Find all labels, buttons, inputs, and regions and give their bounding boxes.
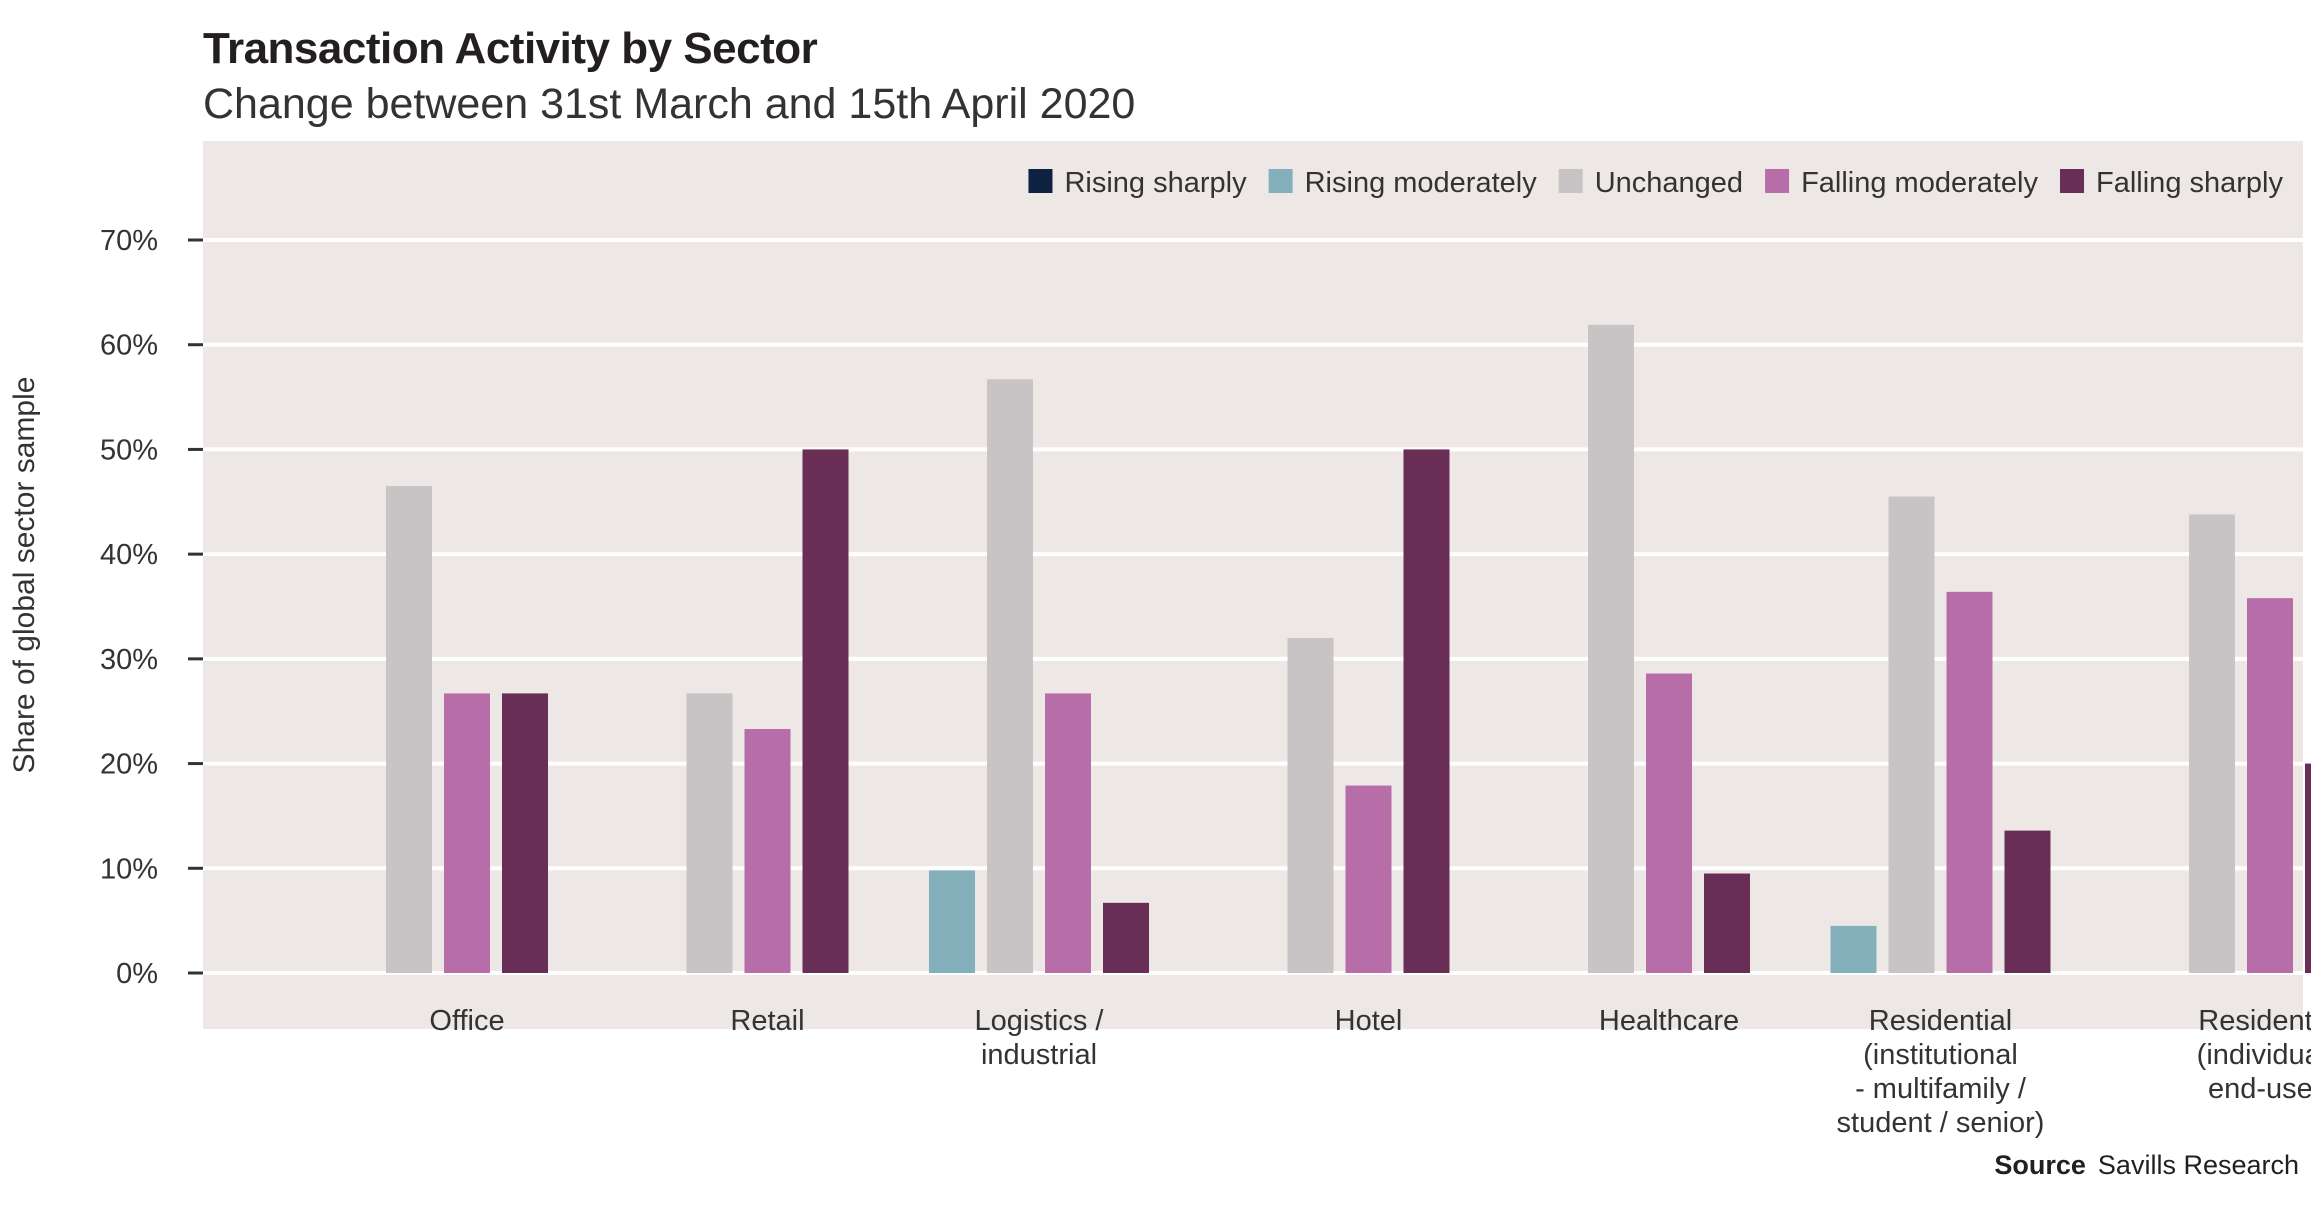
bar <box>1287 637 1334 973</box>
y-tick-label: 10% <box>100 853 158 885</box>
x-axis-labels: Office Retail Logistics /industrial Hotel He… <box>429 1005 2311 1139</box>
y-tick-label: 60% <box>100 330 158 362</box>
x-tick-label: end-user) <box>2208 1073 2311 1105</box>
bar <box>2189 514 2235 973</box>
y-tick-label: 70% <box>100 225 158 257</box>
bar <box>2247 598 2293 973</box>
bar <box>802 449 849 973</box>
bar <box>686 693 733 973</box>
legend-label: Rising sharply <box>1064 167 1247 199</box>
legend-swatch <box>1765 169 1790 193</box>
y-tick-label: 20% <box>100 749 158 781</box>
source-note: Source Savills Research <box>1994 1150 2299 1181</box>
legend-swatch <box>1028 169 1053 193</box>
legend-label: Rising moderately <box>1305 167 1538 199</box>
bar <box>1704 873 1750 973</box>
bar <box>1103 902 1149 973</box>
x-tick-label: Residential <box>2198 1005 2311 1037</box>
bar <box>987 379 1033 973</box>
y-axis-title: Share of global sector sample <box>8 377 41 774</box>
bar <box>1045 693 1091 973</box>
x-tick-label: - multifamily / <box>1855 1073 2027 1105</box>
legend-swatch <box>1558 169 1583 193</box>
chart-title: Transaction Activity by Sector <box>203 24 818 73</box>
source-label: Source <box>1994 1150 2086 1180</box>
x-tick-label: Residential <box>1869 1005 2012 1037</box>
bar <box>502 693 548 973</box>
bar <box>1888 496 1935 973</box>
bar <box>929 870 975 973</box>
y-tick-label: 40% <box>100 539 158 571</box>
x-tick-label: Logistics / <box>975 1005 1105 1037</box>
y-axis: 0% 10% 20% 30% 40% 50% 60% 70% <box>100 225 203 990</box>
legend-label: Falling moderately <box>1801 167 2038 199</box>
x-tick-label: Healthcare <box>1599 1005 1739 1037</box>
bar <box>744 729 791 973</box>
bars <box>386 324 2311 973</box>
x-tick-label: student / senior) <box>1837 1107 2045 1139</box>
legend: Rising sharply Rising moderately Unchanged… <box>1028 167 2283 199</box>
legend-label: Falling sharply <box>2096 167 2283 199</box>
bar <box>1646 673 1692 973</box>
bar <box>2305 763 2311 973</box>
bar <box>2004 830 2051 973</box>
x-tick-label: (institutional <box>1863 1039 2018 1071</box>
bar <box>1588 324 1634 973</box>
x-tick-label: Office <box>429 1005 504 1037</box>
bar <box>1403 449 1450 973</box>
x-tick-label: Hotel <box>1335 1005 1403 1037</box>
x-tick-label: (individual / <box>2197 1039 2311 1071</box>
bar <box>1345 785 1392 973</box>
chart-subtitle: Change between 31st March and 15th April… <box>203 80 1136 128</box>
source-text: Savills Research <box>2097 1150 2299 1180</box>
legend-swatch <box>1268 169 1293 193</box>
bar <box>386 486 432 973</box>
legend-swatch <box>2060 169 2085 193</box>
y-tick-label: 0% <box>116 958 158 990</box>
y-tick-label: 50% <box>100 434 158 466</box>
bar <box>444 693 490 973</box>
x-tick-label: industrial <box>981 1039 1097 1071</box>
y-tick-label: 30% <box>100 644 158 676</box>
bar <box>1946 591 1993 973</box>
x-tick-label: Retail <box>730 1005 804 1037</box>
legend-label: Unchanged <box>1595 167 1743 199</box>
bar <box>1830 925 1877 973</box>
